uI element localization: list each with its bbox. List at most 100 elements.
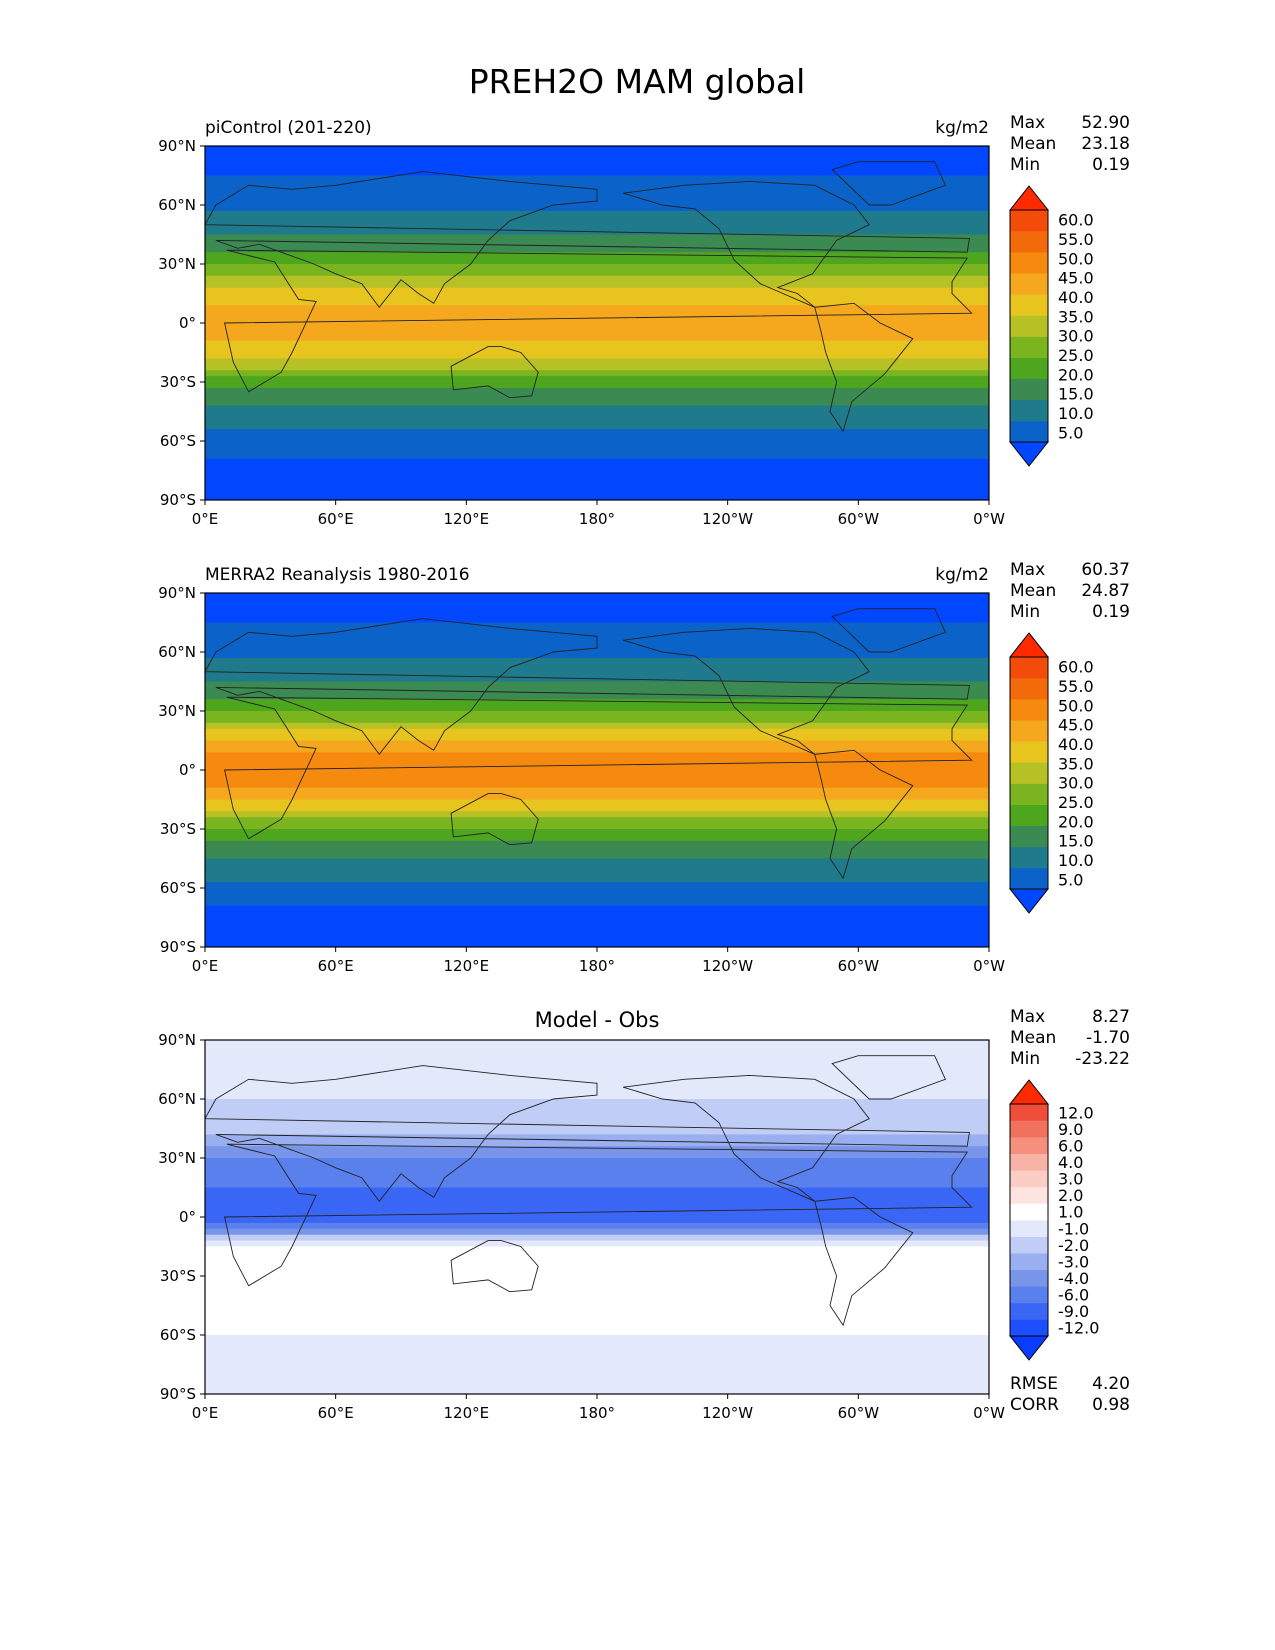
colorbar-label: 12.0 [1058,1103,1094,1122]
map-band [205,417,989,424]
colorbar-label: 4.0 [1058,1153,1083,1172]
x-tick-label: 120°E [444,510,490,528]
map-band [205,435,989,442]
stat-value: 23.18 [1081,134,1130,154]
map-band [205,1199,989,1206]
panel-title: Model - Obs [535,1008,660,1032]
map-band [205,157,989,165]
map-band [205,705,989,712]
map-band [205,1163,989,1171]
map-band [205,399,989,407]
colorbar-label: -2.0 [1058,1236,1089,1255]
map-band [205,1299,989,1307]
stat-label: Mean [1010,134,1056,154]
map-band [205,1134,989,1141]
colorbar-label: 3.0 [1058,1170,1083,1189]
x-tick-label: 60°E [318,510,354,528]
y-tick-label: 90°N [158,584,196,602]
y-tick-label: 0° [179,761,196,779]
map-band [205,799,989,806]
map-band [205,1335,989,1342]
colorbar-swatch [1010,1153,1048,1171]
y-tick-label: 0° [179,1208,196,1226]
colorbar-label: 40.0 [1058,735,1094,754]
colorbar-label: 55.0 [1058,677,1094,696]
stat-value: 24.87 [1081,581,1130,601]
colorbar-label: 40.0 [1058,288,1094,307]
map-band [205,793,989,801]
map-band [205,834,989,842]
colorbar-swatch [1010,231,1048,253]
map-band [205,264,989,271]
colorbar-swatch [1010,846,1048,869]
colorbar-swatch [1010,720,1048,742]
x-tick-label: 60°E [318,1404,354,1422]
map-band [205,1352,989,1360]
map-band [205,1187,989,1194]
stat-label: CORR [1010,1395,1059,1415]
map-band [205,876,989,883]
colorbar-label: 1.0 [1058,1203,1083,1222]
map-band [205,281,989,289]
map-band [205,598,989,606]
map-band [205,163,989,171]
map-band [205,446,989,454]
colorbar-label: 60.0 [1058,658,1094,677]
map-band [205,1193,989,1200]
y-tick-label: 30°S [160,1267,196,1285]
x-tick-label: 0°W [973,957,1005,975]
map-band [205,216,989,224]
map-band [205,346,989,354]
y-tick-label: 90°S [160,491,196,509]
colorbar-extend-min [1008,441,1050,467]
colorbar-label: -12.0 [1058,1319,1099,1338]
map-band [205,775,989,783]
x-tick-label: 0°W [973,1404,1005,1422]
colorbar-swatch [1010,1253,1048,1271]
colorbar-label: 10.0 [1058,404,1094,423]
colorbar-swatch [1010,741,1048,763]
stat-value: 60.37 [1081,560,1130,580]
y-tick-label: 60°S [160,432,196,450]
map-band [205,1128,989,1135]
stat-value: 8.27 [1092,1007,1130,1027]
colorbar-swatch [1010,378,1048,401]
map-band [205,411,989,418]
map-band [205,1252,989,1259]
colorbar-label: -3.0 [1058,1252,1089,1271]
colorbar-label: 45.0 [1058,716,1094,735]
colorbar-label: 30.0 [1058,774,1094,793]
colorbar-swatch [1010,678,1048,700]
map-band [205,311,989,318]
map-band [205,1099,989,1106]
colorbar-frame [1009,1103,1049,1337]
map-field [205,593,989,947]
units-label: kg/m2 [935,565,989,585]
map-band [205,169,989,177]
map-band [205,1069,989,1076]
colorbar-swatch [1010,1302,1048,1320]
map-band [205,805,989,812]
map-band [205,482,989,489]
map-band [205,1116,989,1124]
map-band [205,1217,989,1224]
panel-model: piControl (201-220) kg/m2 0°E 60°E 120°E 180°… [158,113,1130,528]
map-band [205,275,989,283]
colorbar-label: 10.0 [1058,851,1094,870]
y-tick-label: 30°N [158,702,196,720]
map-band [205,210,989,218]
map-band [205,1205,989,1212]
y-tick-label: 90°S [160,938,196,956]
colorbar-extend-max [1008,1079,1050,1105]
map-band [205,252,989,259]
colorbar-swatch [1010,1104,1048,1121]
panel-diff: Model - Obs 0°E 60°E 120°E 180° 120°W 60°W 0°W 9… [158,1007,1130,1422]
colorbar-extend-min [1008,1335,1050,1361]
colorbar-swatch [1010,1269,1048,1287]
y-tick-label: 90°S [160,1385,196,1403]
map-band [205,681,989,688]
panel-obs: MERRA2 Reanalysis 1980-2016 kg/m2 0°E 60°E 1… [158,560,1130,975]
map-band [205,604,989,612]
stat-label: Mean [1010,581,1056,601]
